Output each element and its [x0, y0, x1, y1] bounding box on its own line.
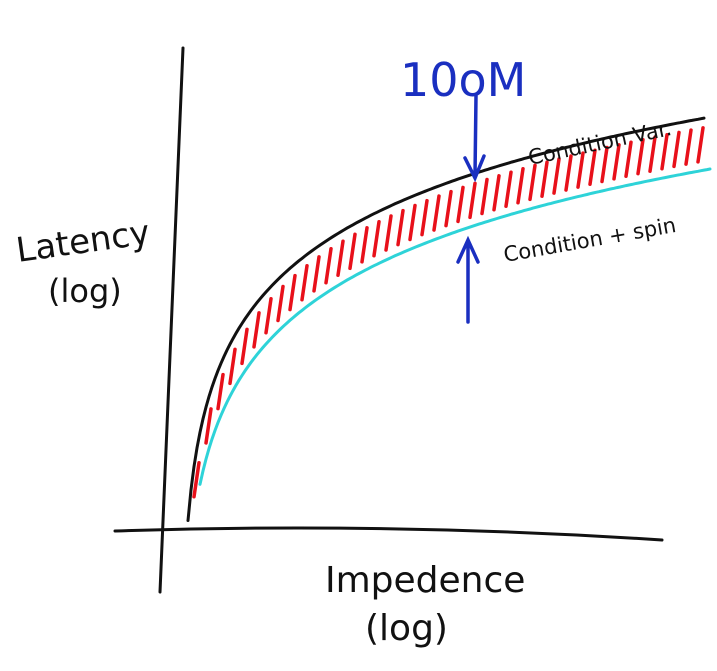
x-axis-scale: (log)	[365, 608, 448, 649]
hatch-stroke	[468, 181, 477, 220]
hatch-stroke	[348, 232, 357, 271]
hatch-stroke	[288, 273, 297, 312]
hatch-stroke	[576, 151, 585, 189]
hatch-stroke	[336, 239, 345, 278]
hatch-stroke	[432, 194, 441, 232]
hatch-stroke	[216, 372, 225, 411]
curve-condition-var	[186, 116, 706, 522]
hatch-stroke	[492, 174, 501, 212]
annotation: 10oM	[400, 53, 526, 107]
x-axis	[113, 526, 664, 542]
hatch-stroke	[684, 128, 693, 166]
hatch-stroke	[276, 284, 285, 323]
hatch-stroke	[504, 170, 513, 208]
hatch-stroke	[324, 247, 333, 285]
curve-condition-spin	[198, 167, 712, 486]
hatch-stroke	[552, 157, 561, 195]
hatch-stroke	[600, 145, 609, 184]
hatching	[192, 126, 705, 499]
hatch-stroke	[660, 133, 669, 171]
hatch-stroke	[696, 126, 705, 164]
hatch-stroke	[588, 148, 597, 187]
hatch-stroke	[456, 185, 465, 224]
arrow-down	[463, 94, 486, 183]
hatch-stroke	[624, 140, 633, 178]
hatch-stroke	[312, 255, 321, 293]
y-axis-scale: (log)	[48, 272, 122, 310]
hatch-stroke	[204, 407, 213, 445]
hatch-stroke	[420, 198, 429, 237]
arrow-up	[456, 235, 480, 324]
hatch-stroke	[192, 461, 201, 499]
hatch-stroke	[672, 130, 681, 169]
hatch-stroke	[528, 163, 537, 202]
hatch-stroke	[480, 177, 489, 216]
hatch-stroke	[396, 208, 405, 247]
hatch-stroke	[300, 264, 309, 302]
hatch-stroke	[444, 189, 453, 228]
y-axis	[158, 46, 185, 594]
hatch-stroke	[540, 160, 549, 198]
hatch-stroke	[360, 226, 369, 264]
hatch-stroke	[648, 135, 657, 173]
x-axis-label: Impedence	[325, 560, 525, 601]
hatch-stroke	[564, 154, 573, 192]
hatch-stroke	[516, 167, 525, 205]
hatch-stroke	[252, 311, 261, 349]
hatch-stroke	[228, 347, 237, 386]
hatch-stroke	[240, 327, 249, 366]
hatch-stroke	[636, 137, 645, 176]
hatch-stroke	[384, 214, 393, 252]
hatch-stroke	[612, 143, 621, 181]
hatch-stroke	[372, 219, 381, 258]
hatch-stroke	[408, 203, 417, 242]
hatch-stroke	[264, 297, 273, 335]
arrows	[456, 94, 486, 324]
